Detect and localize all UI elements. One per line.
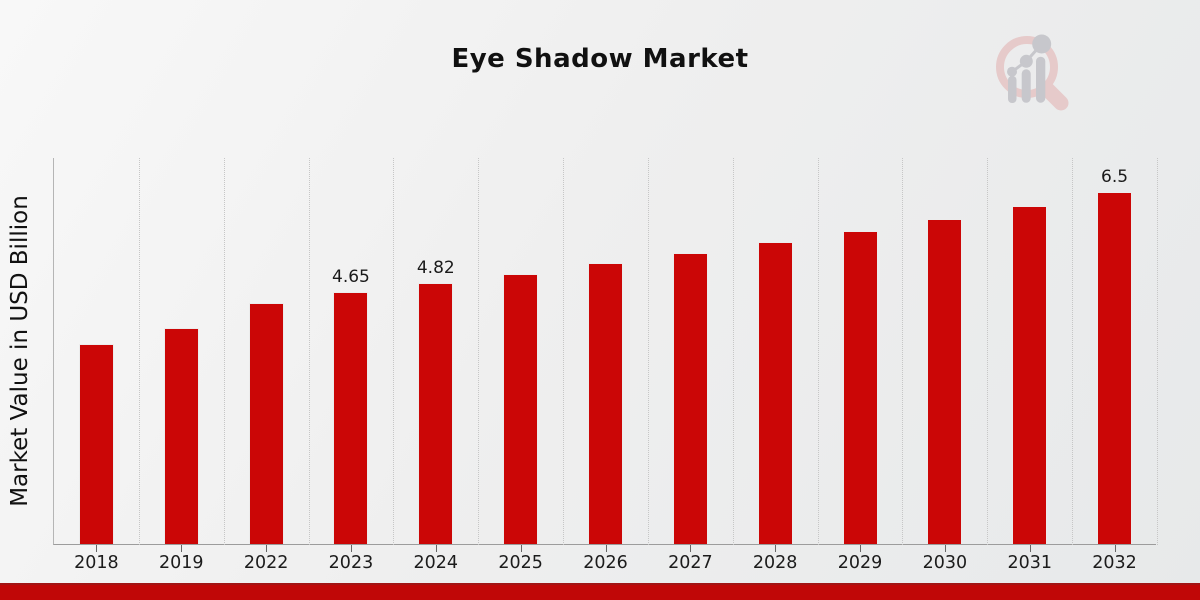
gridline — [138, 158, 140, 545]
x-axis-tick-label-2019: 2019 — [158, 553, 204, 573]
x-axis-tick-mark — [690, 545, 692, 552]
x-axis-tick-label-2027: 2027 — [668, 553, 713, 573]
x-axis-tick-label-2022: 2022 — [243, 553, 289, 573]
bar-2026 — [588, 263, 623, 544]
chart-title: Eye Shadow Market — [451, 44, 749, 74]
bar-value-label-2023: 4.65 — [332, 267, 370, 287]
footer-red-band — [0, 583, 1200, 600]
x-axis-tick-mark — [96, 545, 98, 552]
gridline — [647, 158, 649, 545]
magnifier-bar-chart-logo-icon — [996, 34, 1069, 111]
bar-value-label-2032: 6.5 — [1101, 167, 1129, 187]
y-axis-label: Market Value in USD Billion — [7, 195, 33, 507]
bar-2024 — [418, 283, 454, 544]
x-axis-tick-label-2025: 2025 — [498, 553, 543, 573]
x-axis-tick-mark — [944, 545, 946, 552]
x-axis-tick-mark — [266, 545, 268, 552]
x-axis-tick-mark — [350, 545, 352, 552]
gridline — [1072, 158, 1074, 545]
bar-2025 — [503, 274, 539, 544]
bar-2022 — [248, 303, 284, 544]
x-axis-tick-label-2024: 2024 — [413, 553, 459, 573]
bar-2030 — [927, 219, 963, 544]
bar-2028 — [757, 242, 793, 544]
bar-value-label-2024: 4.82 — [416, 258, 455, 278]
gridline — [478, 158, 480, 545]
gridline — [1157, 158, 1158, 545]
gridline — [987, 158, 989, 545]
bar-2029 — [842, 231, 878, 544]
gridline — [817, 158, 819, 545]
gridline — [563, 158, 565, 545]
gridline — [902, 158, 904, 545]
x-axis-tick-label-2029: 2029 — [837, 553, 883, 573]
x-axis-tick-mark — [775, 545, 777, 552]
gridline — [308, 158, 310, 545]
x-axis-tick-label-2031: 2031 — [1007, 553, 1052, 573]
gridline — [732, 158, 734, 545]
x-axis-tick-mark — [520, 545, 522, 552]
chart-plot-area: 2018 2019 2022 4.65 2023 4.82 2024 2025 2026 2027… — [53, 158, 1158, 573]
x-axis-tick-label-2018: 2018 — [74, 553, 119, 573]
x-axis-tick-label-2023: 2023 — [328, 553, 374, 573]
bar-2019 — [163, 328, 199, 544]
x-axis-tick-mark — [435, 545, 437, 552]
bar-2023 — [333, 292, 369, 544]
gridline — [393, 158, 395, 545]
bar-2027 — [672, 253, 708, 544]
bar-2032 — [1097, 192, 1133, 544]
bar-2018 — [78, 344, 114, 544]
x-axis-tick-mark — [1114, 545, 1116, 552]
x-axis-tick-mark — [860, 545, 862, 552]
x-axis-tick-mark — [605, 545, 607, 552]
x-axis-tick-label-2030: 2030 — [922, 553, 968, 573]
x-axis-tick-mark — [181, 545, 183, 552]
gridline — [223, 158, 225, 545]
bar-2031 — [1012, 206, 1048, 544]
x-axis-tick-label-2032: 2032 — [1092, 553, 1137, 573]
x-axis-tick-mark — [1029, 545, 1031, 552]
x-axis-tick-label-2028: 2028 — [752, 553, 798, 573]
x-axis-tick-label-2026: 2026 — [583, 553, 628, 573]
